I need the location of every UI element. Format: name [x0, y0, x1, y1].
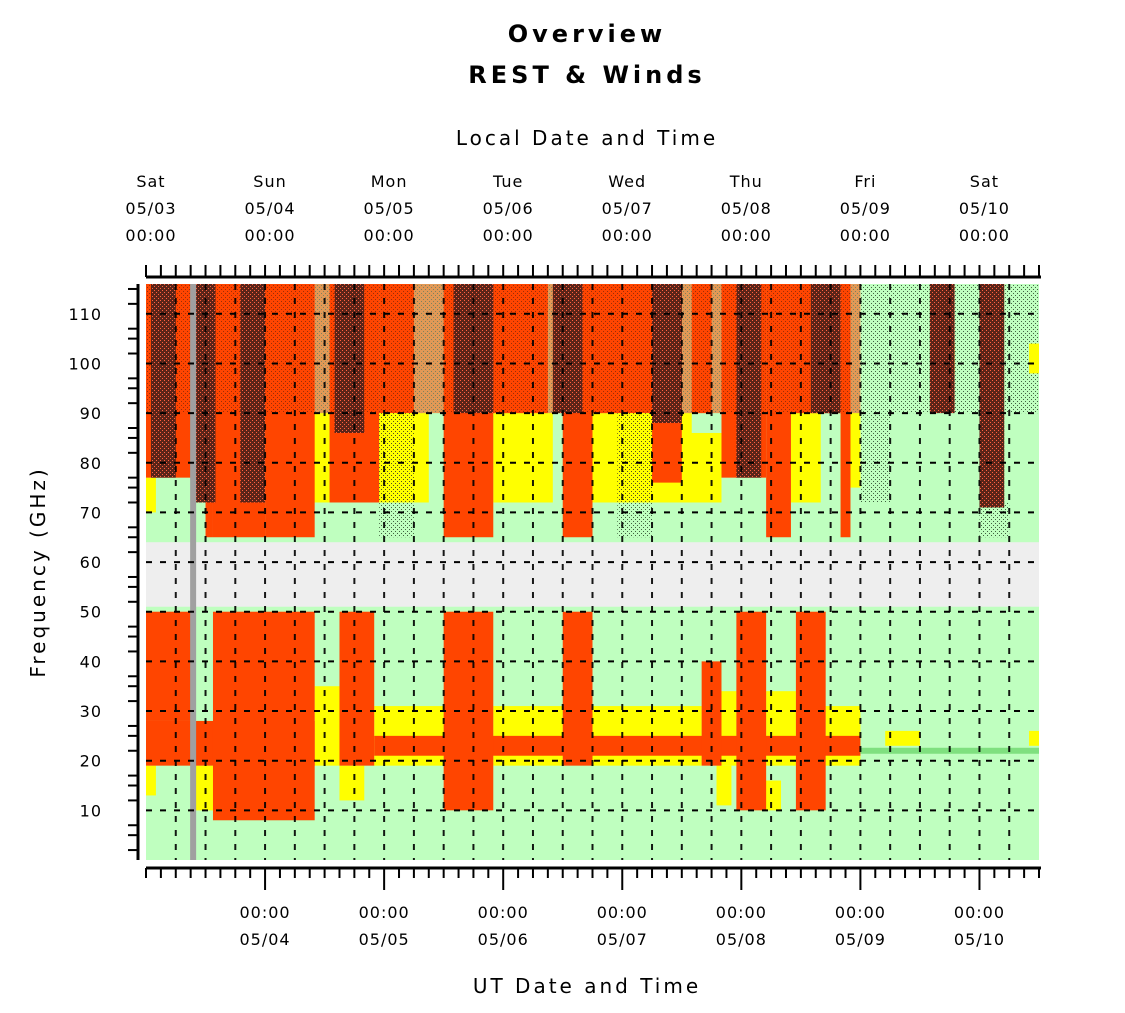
grey-time-bar [190, 284, 197, 860]
top-tick-label-date: 05/05 [364, 199, 415, 218]
top-tick-label-date: 05/10 [959, 199, 1010, 218]
top-tick-label-time: 00:00 [959, 226, 1010, 245]
y-tick-label: 110 [68, 305, 102, 324]
bottom-tick-label-date: 05/06 [478, 930, 529, 949]
cell-good-dotted [379, 502, 414, 538]
chart-subtitle: REST & Winds [468, 61, 705, 89]
top-tick-label-time: 00:00 [840, 226, 891, 245]
axes [128, 265, 1041, 890]
bottom-tick-label-date: 05/08 [716, 930, 767, 949]
plot-area [146, 284, 1039, 860]
bottom-tick-label-date: 05/04 [240, 930, 291, 949]
bottom-tick-label-date: 05/05 [359, 930, 410, 949]
bottom-tick-label-time: 00:00 [240, 903, 291, 922]
cell-marginal [339, 765, 365, 801]
top-tick-label-time: 00:00 [244, 226, 295, 245]
cell-poor [339, 611, 375, 766]
top-tick-label-date: 05/04 [244, 199, 295, 218]
cell-good-dotted [617, 502, 653, 538]
cell-wind-hatch [334, 284, 365, 433]
cell-wind-hatch [453, 284, 494, 414]
cell-poor [562, 611, 593, 766]
y-tick-label: 70 [80, 503, 102, 522]
cell-poor [212, 611, 315, 821]
y-tick-label: 80 [80, 454, 102, 473]
cell-good-dotted [860, 413, 891, 503]
y-axis-label: Frequency (GHz) [26, 466, 50, 677]
y-tick-label: 20 [80, 752, 102, 771]
cell-marginal [1029, 343, 1039, 374]
cell-marginal [195, 765, 213, 811]
cell-poor [701, 661, 722, 766]
bottom-tick-label-time: 00:00 [478, 903, 529, 922]
top-tick-label-time: 00:00 [602, 226, 653, 245]
cell-wind-hatch [240, 284, 266, 503]
top-tick-label-day: Sat [136, 172, 165, 191]
top-tick-label-date: 05/06 [483, 199, 534, 218]
x-axis-label: UT Date and Time [473, 974, 701, 998]
cell-marginal [716, 765, 732, 806]
top-tick-label-date: 05/09 [840, 199, 891, 218]
cell-good-dotted [979, 502, 1010, 538]
top-tick-label-date: 05/08 [721, 199, 772, 218]
top-tick-label-date: 05/07 [602, 199, 653, 218]
bottom-tick-label-time: 00:00 [954, 903, 1005, 922]
cell-marginal [885, 730, 920, 746]
top-tick-label-day: Thu [729, 172, 763, 191]
y-tick-label: 60 [80, 553, 102, 572]
bottom-tick-label-date: 05/07 [597, 930, 648, 949]
cell-marginal [146, 477, 156, 513]
cell-wind-hatch [195, 284, 216, 503]
top-tick-label-day: Wed [608, 172, 646, 191]
cell-marginal [761, 780, 782, 811]
cell-wind-hatch [810, 284, 841, 414]
cell-marginal [790, 413, 821, 503]
bottom-tick-label-time: 00:00 [716, 903, 767, 922]
grid-lines [146, 284, 1039, 860]
bottom-tick-label-date: 05/09 [835, 930, 886, 949]
y-tick-label: 100 [68, 354, 102, 373]
cell-wind-hatch [929, 284, 955, 414]
top-tick-label-day: Sat [970, 172, 999, 191]
top-tick-label-day: Tue [492, 172, 523, 191]
top-axis-label: Local Date and Time [456, 126, 718, 150]
top-tick-label-day: Sun [253, 172, 286, 191]
bottom-tick-label-time: 00:00 [835, 903, 886, 922]
cell-wind-hatch [552, 284, 583, 414]
tick-labels: 10 20 30 40 50 60 70 80 90 100 110 Sat 05/03 00:00 Sun… [68, 172, 1010, 949]
top-tick-label-time: 00:00 [483, 226, 534, 245]
cell-poor [146, 611, 196, 721]
bottom-tick-label-time: 00:00 [597, 903, 648, 922]
top-tick-label-day: Fri [854, 172, 876, 191]
top-tick-label-day: Mon [371, 172, 408, 191]
cell-wind-hatch [652, 284, 682, 424]
cell-wind-hatch [979, 284, 1005, 508]
bottom-tick-label-date: 05/10 [954, 930, 1005, 949]
cell-marginal [681, 432, 722, 503]
y-tick-label: 90 [80, 404, 102, 423]
top-tick-label-time: 00:00 [364, 226, 415, 245]
y-tick-label: 40 [80, 652, 102, 671]
top-tick-label-date: 05/03 [125, 199, 176, 218]
y-tick-label: 30 [80, 702, 102, 721]
y-tick-label: 50 [80, 603, 102, 622]
bottom-tick-label-time: 00:00 [359, 903, 410, 922]
chart-title: Overview [508, 20, 666, 48]
cell-wind-hatch [150, 284, 176, 478]
cell-marginal [314, 686, 340, 766]
y-tick-label: 10 [80, 801, 102, 820]
cell-marginal [146, 765, 156, 796]
top-tick-label-time: 00:00 [125, 226, 176, 245]
top-tick-label-time: 00:00 [721, 226, 772, 245]
cell-marginal [1029, 730, 1039, 746]
